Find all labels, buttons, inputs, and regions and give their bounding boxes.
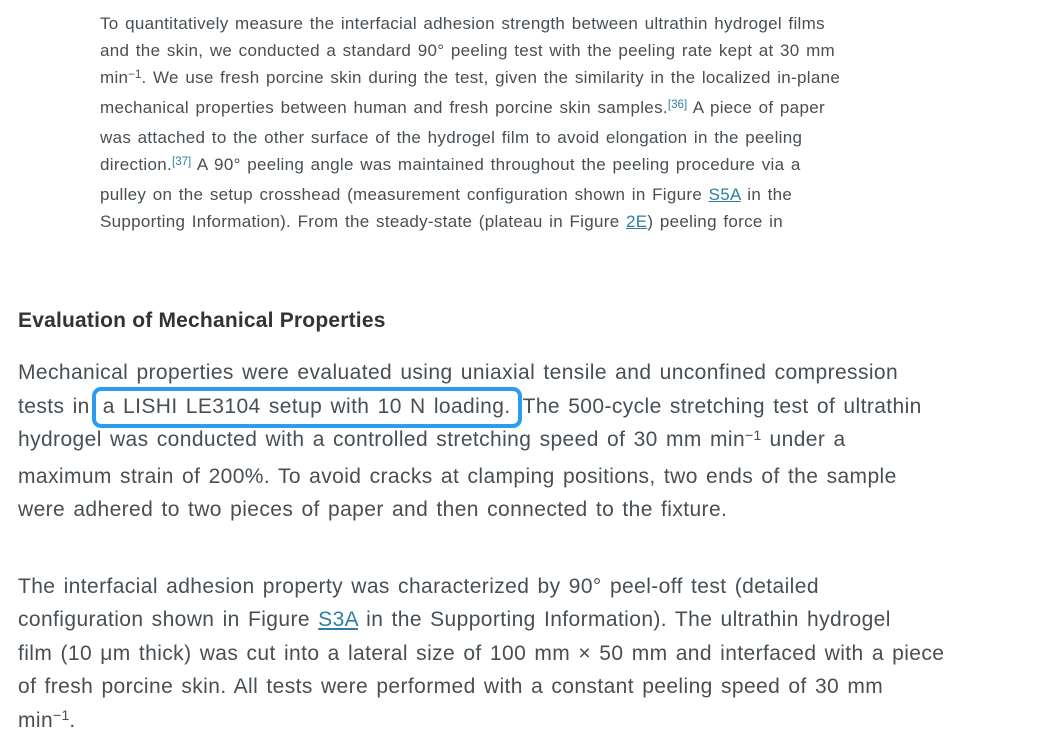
text-line: and the skin, we conducted a standard 90… bbox=[100, 37, 995, 64]
text-run: Mechanical properties were evaluated usi… bbox=[18, 361, 899, 384]
paragraph-adhesion-property: The interfacial adhesion property was ch… bbox=[18, 570, 1052, 741]
figure-link[interactable]: S3A bbox=[318, 608, 358, 631]
quote-paragraph: To quantitatively measure the interfacia… bbox=[100, 10, 995, 235]
text-run: The interfacial adhesion property was ch… bbox=[18, 574, 819, 598]
text-run: To quantitatively measure the interfacia… bbox=[100, 14, 825, 33]
text-run: min bbox=[100, 68, 129, 87]
figure-link[interactable]: S5A bbox=[708, 185, 741, 204]
figure-link[interactable]: 2E bbox=[626, 212, 648, 231]
text-line: of fresh porcine skin. All tests were pe… bbox=[18, 670, 1052, 704]
text-run: in the bbox=[740, 185, 793, 204]
text-run: configuration shown in Figure bbox=[18, 608, 319, 631]
text-run: and the skin, we conducted a standard 90… bbox=[100, 41, 835, 60]
paragraph-mechanical-properties: Mechanical properties were evaluated usi… bbox=[18, 356, 1052, 527]
text-line: pulley on the setup crosshead (measureme… bbox=[100, 181, 995, 208]
text-run: A piece of paper bbox=[687, 98, 825, 117]
text-run: under a bbox=[761, 428, 846, 451]
text-line: mechanical properties between human and … bbox=[100, 94, 995, 124]
text-line: Mechanical properties were evaluated usi… bbox=[18, 356, 1052, 390]
text-line: tests in a LISHI LE3104 setup with 10 N l… bbox=[18, 386, 1052, 428]
text-run: hydrogel was conducted with a controlled… bbox=[18, 428, 746, 451]
text-run: were adhered to two pieces of paper and … bbox=[18, 498, 728, 521]
text-run: min bbox=[18, 708, 54, 732]
article-content: To quantitatively measure the interfacia… bbox=[0, 10, 1059, 740]
text-line: min−1. bbox=[18, 704, 1052, 741]
text-line: The interfacial adhesion property was ch… bbox=[18, 570, 1052, 604]
text-run: was attached to the other surface of the… bbox=[100, 128, 803, 147]
text-run: direction. bbox=[100, 155, 172, 174]
text-run: Supporting Information). From the steady… bbox=[100, 212, 626, 231]
text-run: maximum strain of 200%. To avoid cracks … bbox=[18, 464, 897, 488]
text-run: ) peeling force in bbox=[647, 212, 783, 231]
citation-link[interactable]: [36] bbox=[667, 98, 688, 111]
text-line: film (10 μm thick) was cut into a latera… bbox=[18, 637, 1052, 671]
text-line: maximum strain of 200%. To avoid cracks … bbox=[18, 460, 1052, 494]
superscript: −1 bbox=[128, 68, 142, 81]
text-run: . We use fresh porcine skin during the t… bbox=[141, 68, 841, 87]
text-line: Supporting Information). From the steady… bbox=[100, 208, 995, 235]
text-run: A 90° peeling angle was maintained throu… bbox=[191, 155, 801, 174]
text-run: pulley on the setup crosshead (measureme… bbox=[100, 185, 709, 204]
text-line: direction.[37] A 90° peeling angle was m… bbox=[100, 151, 995, 181]
text-run: . bbox=[69, 708, 76, 732]
text-run: tests in bbox=[18, 394, 90, 418]
citation-link[interactable]: [37] bbox=[171, 155, 192, 168]
section-heading: Evaluation of Mechanical Properties bbox=[18, 309, 386, 332]
text-run: The 500-cycle stretching test of ultrath… bbox=[522, 394, 922, 418]
text-line: was attached to the other surface of the… bbox=[100, 124, 995, 151]
superscript: −1 bbox=[745, 427, 762, 444]
text-line: hydrogel was conducted with a controlled… bbox=[18, 423, 1052, 460]
highlight-box: a LISHI LE3104 setup with 10 N loading. bbox=[91, 386, 522, 428]
text-run: in the Supporting Information). The ultr… bbox=[357, 608, 891, 631]
text-line: configuration shown in Figure S3A in the… bbox=[18, 603, 1052, 637]
text-run: mechanical properties between human and … bbox=[100, 98, 668, 117]
text-line: To quantitatively measure the interfacia… bbox=[100, 10, 995, 37]
text-line: min−1. We use fresh porcine skin during … bbox=[100, 64, 995, 94]
text-run: film (10 μm thick) was cut into a latera… bbox=[18, 641, 945, 665]
text-run: of fresh porcine skin. All tests were pe… bbox=[18, 675, 884, 698]
text-line: were adhered to two pieces of paper and … bbox=[18, 493, 1052, 527]
superscript: −1 bbox=[53, 708, 70, 725]
